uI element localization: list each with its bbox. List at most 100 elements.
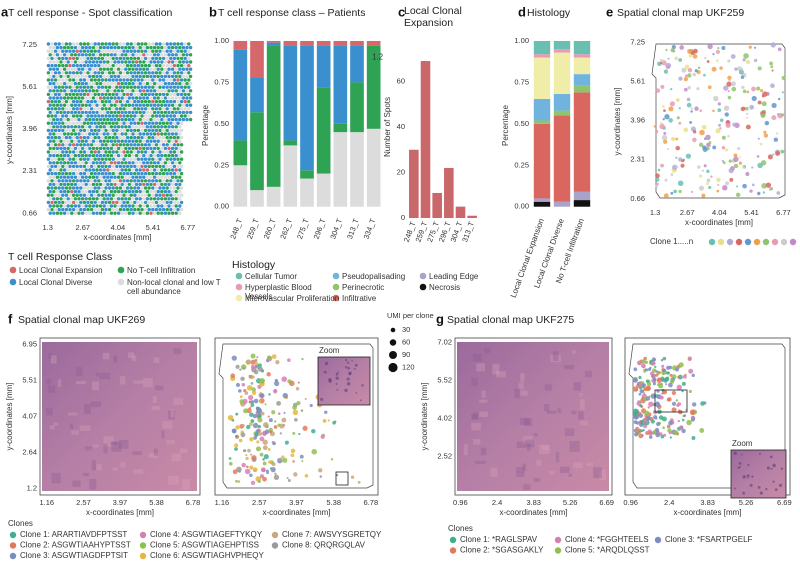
clone-spot	[661, 134, 668, 141]
spot	[179, 143, 184, 147]
spot	[113, 53, 117, 57]
spot	[172, 99, 177, 104]
x-tick-label: 6.77	[181, 223, 196, 232]
clone-spot	[708, 185, 712, 190]
spot	[71, 179, 76, 183]
clone-spot	[632, 377, 638, 383]
spot	[84, 197, 88, 201]
spot	[100, 193, 105, 197]
spot	[52, 96, 56, 100]
spot	[163, 168, 168, 172]
spot	[61, 179, 65, 183]
zoom-texture	[759, 491, 764, 495]
spot	[66, 161, 70, 165]
spot	[165, 121, 169, 125]
spot	[71, 107, 76, 111]
y-tick-label: 1.00	[514, 36, 529, 45]
spot	[154, 114, 159, 118]
y-tick-label: 6.95	[22, 339, 37, 348]
tissue-texture	[133, 469, 144, 474]
x-tick-label: 260_T	[262, 217, 278, 240]
spot	[73, 182, 78, 187]
spot	[174, 175, 178, 179]
spot	[86, 121, 90, 125]
spot	[93, 42, 97, 46]
spot	[59, 132, 63, 136]
spot	[179, 207, 184, 212]
spot	[109, 153, 114, 158]
tissue-image	[42, 342, 197, 491]
spot	[142, 125, 146, 129]
spot	[178, 53, 182, 57]
clone-spot	[727, 59, 731, 63]
spot	[55, 168, 60, 172]
spot	[97, 114, 101, 118]
spot	[120, 168, 124, 172]
spot	[151, 114, 155, 118]
spot	[68, 85, 72, 89]
spot	[88, 197, 92, 201]
clone-spot	[664, 376, 670, 382]
spot	[97, 85, 101, 89]
spot	[125, 49, 130, 53]
spot	[181, 45, 186, 50]
spot	[82, 42, 87, 46]
clone-spot	[274, 378, 279, 383]
spot	[115, 42, 119, 46]
spot	[151, 179, 155, 183]
spot	[73, 110, 78, 115]
clone-spot	[290, 448, 296, 454]
spot	[160, 139, 164, 143]
spot	[122, 92, 126, 97]
spot	[140, 107, 144, 111]
clone-spot	[706, 142, 711, 147]
spot	[100, 157, 105, 161]
spot	[48, 146, 52, 151]
spot	[140, 150, 144, 154]
spot	[93, 143, 97, 147]
spot	[52, 110, 56, 115]
spot	[160, 74, 164, 79]
spot	[91, 161, 96, 165]
spot	[176, 99, 180, 104]
spot	[133, 42, 137, 46]
spot	[55, 67, 60, 71]
spot	[107, 114, 112, 118]
spot	[111, 78, 115, 82]
tissue-texture	[547, 410, 557, 414]
clone-spot	[335, 473, 339, 477]
clone-spot	[678, 189, 682, 194]
spot	[145, 168, 150, 172]
spot	[50, 63, 54, 68]
spot	[66, 139, 70, 143]
spot	[48, 81, 52, 86]
spot	[179, 71, 184, 75]
tissue-texture	[103, 443, 108, 454]
spot	[154, 85, 159, 89]
clone-spot	[698, 185, 705, 191]
spot	[104, 56, 108, 61]
clone-spot	[770, 83, 775, 89]
clone-spot	[311, 428, 316, 434]
spot	[93, 150, 97, 154]
spot	[131, 110, 135, 115]
spot	[188, 103, 193, 107]
clone-spot	[648, 401, 654, 407]
spot	[59, 211, 63, 215]
spot	[176, 92, 180, 97]
zoom-texture	[344, 388, 348, 393]
spot	[167, 67, 171, 71]
clone-spot	[273, 389, 278, 394]
spot	[71, 71, 76, 75]
tissue-texture	[544, 384, 552, 391]
spot	[124, 197, 128, 201]
spot	[122, 114, 126, 118]
spot	[129, 63, 133, 68]
clone-spot	[245, 454, 248, 457]
tissue-texture	[519, 417, 530, 426]
clone-spot	[684, 64, 690, 69]
spot	[165, 157, 169, 161]
clone-spot	[663, 433, 667, 437]
spot	[64, 114, 69, 118]
clone-swatch	[9, 531, 17, 539]
